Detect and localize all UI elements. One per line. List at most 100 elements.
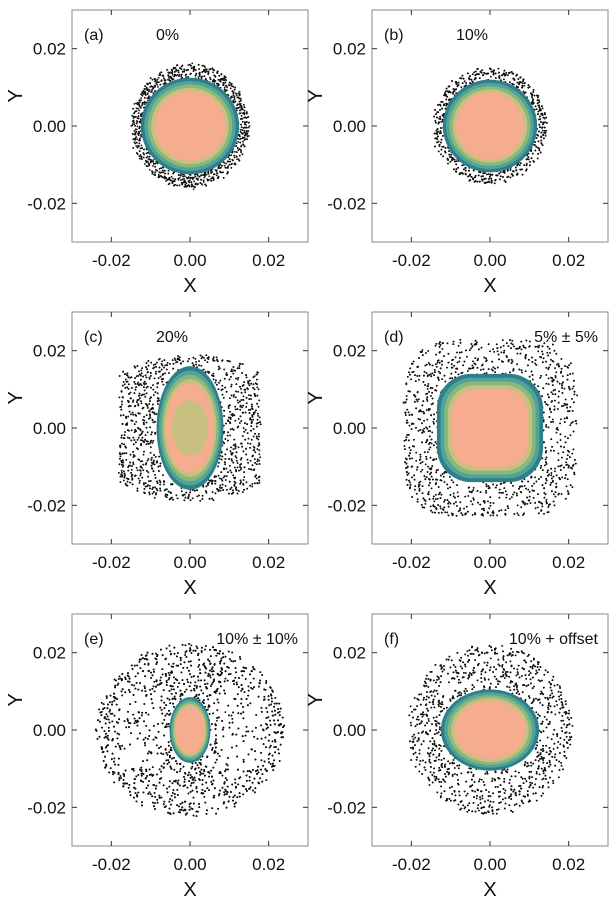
scatter-point xyxy=(185,181,187,183)
scatter-point xyxy=(194,186,196,188)
scatter-point xyxy=(182,176,184,178)
scatter-point xyxy=(212,177,214,179)
scatter-point xyxy=(184,186,186,188)
scatter-point xyxy=(203,173,205,175)
scatter-point xyxy=(166,179,168,181)
scatter-point xyxy=(138,131,140,133)
scatter-point xyxy=(138,143,140,145)
scatter-point xyxy=(138,112,140,114)
scatter-point xyxy=(148,158,150,160)
scatter-point xyxy=(244,146,246,148)
scatter-point xyxy=(236,104,238,106)
scatter-point xyxy=(164,176,166,178)
scatter-point xyxy=(132,138,134,140)
scatter-point xyxy=(182,71,184,73)
scatter-point xyxy=(144,163,146,165)
scatter-point xyxy=(184,175,186,177)
scatter-point xyxy=(170,180,172,182)
scatter-point xyxy=(229,161,231,163)
scatter-point xyxy=(147,156,149,158)
scatter-point xyxy=(147,152,149,154)
scatter-point xyxy=(158,176,160,178)
scatter-point xyxy=(240,146,242,148)
scatter-point xyxy=(140,99,142,101)
scatter-point xyxy=(204,175,206,177)
scatter-point xyxy=(137,133,139,135)
scatter-point xyxy=(183,69,185,71)
scatter-point xyxy=(149,169,151,171)
scatter-point xyxy=(190,73,192,75)
scatter-point xyxy=(245,132,247,134)
scatter-point xyxy=(221,165,223,167)
scatter-point xyxy=(174,71,176,73)
scatter-point xyxy=(164,170,166,172)
x-tick-label: 0.02 xyxy=(252,251,285,270)
scatter-point xyxy=(224,82,226,84)
scatter-point xyxy=(182,179,184,181)
scatter-point xyxy=(139,150,141,152)
scatter-point xyxy=(215,76,217,78)
scatter-point xyxy=(147,92,149,94)
scatter-point xyxy=(180,179,182,181)
scatter-point xyxy=(244,121,246,123)
scatter-point xyxy=(208,73,210,75)
scatter-point xyxy=(137,108,139,110)
scatter-point xyxy=(206,70,208,72)
scatter-point xyxy=(198,68,200,70)
scatter-point xyxy=(205,78,207,80)
scatter-point xyxy=(186,177,188,179)
scatter-point xyxy=(135,103,137,105)
scatter-point xyxy=(225,79,227,81)
scatter-point xyxy=(234,157,236,159)
scatter-point xyxy=(132,123,134,125)
scatter-point xyxy=(131,115,133,117)
panel-annotation: 0% xyxy=(156,27,179,44)
scatter-point xyxy=(191,186,193,188)
scatter-point xyxy=(144,103,146,105)
scatter-point xyxy=(152,161,154,163)
scatter-point xyxy=(161,71,163,73)
scatter-point xyxy=(174,178,176,180)
scatter-point xyxy=(154,171,156,173)
scatter-point xyxy=(172,178,174,180)
scatter-point xyxy=(223,82,225,84)
scatter-point xyxy=(234,98,236,100)
scatter-point xyxy=(179,175,181,177)
scatter-point xyxy=(135,136,137,138)
scatter-point xyxy=(146,165,148,167)
scatter-point xyxy=(189,180,191,182)
scatter-point xyxy=(144,101,146,103)
scatter-point xyxy=(162,75,164,77)
scatter-point xyxy=(227,161,229,163)
scatter-point xyxy=(149,82,151,84)
scatter-point xyxy=(179,67,181,69)
scatter-point xyxy=(166,69,168,71)
scatter-point xyxy=(138,115,140,117)
scatter-point xyxy=(200,175,202,177)
scatter-point xyxy=(208,175,210,177)
scatter-point xyxy=(179,74,181,76)
scatter-point xyxy=(230,167,232,169)
scatter-point xyxy=(172,71,174,73)
scatter-point xyxy=(169,77,171,79)
scatter-point xyxy=(239,138,241,140)
scatter-point xyxy=(234,89,236,91)
scatter-point xyxy=(136,131,138,133)
scatter-point xyxy=(134,116,136,118)
scatter-point xyxy=(246,127,248,129)
scatter-point xyxy=(173,68,175,70)
scatter-point xyxy=(224,87,226,89)
scatter-point xyxy=(246,130,248,132)
scatter-point xyxy=(233,94,235,96)
scatter-point xyxy=(224,88,226,90)
scatter-point xyxy=(191,63,193,65)
scatter-point xyxy=(189,64,191,66)
scatter-point xyxy=(181,74,183,76)
scatter-point xyxy=(220,167,222,169)
scatter-point xyxy=(214,81,216,83)
scatter-point xyxy=(240,98,242,100)
scatter-point xyxy=(229,82,231,84)
density-contour xyxy=(155,91,226,161)
scatter-point xyxy=(162,172,164,174)
